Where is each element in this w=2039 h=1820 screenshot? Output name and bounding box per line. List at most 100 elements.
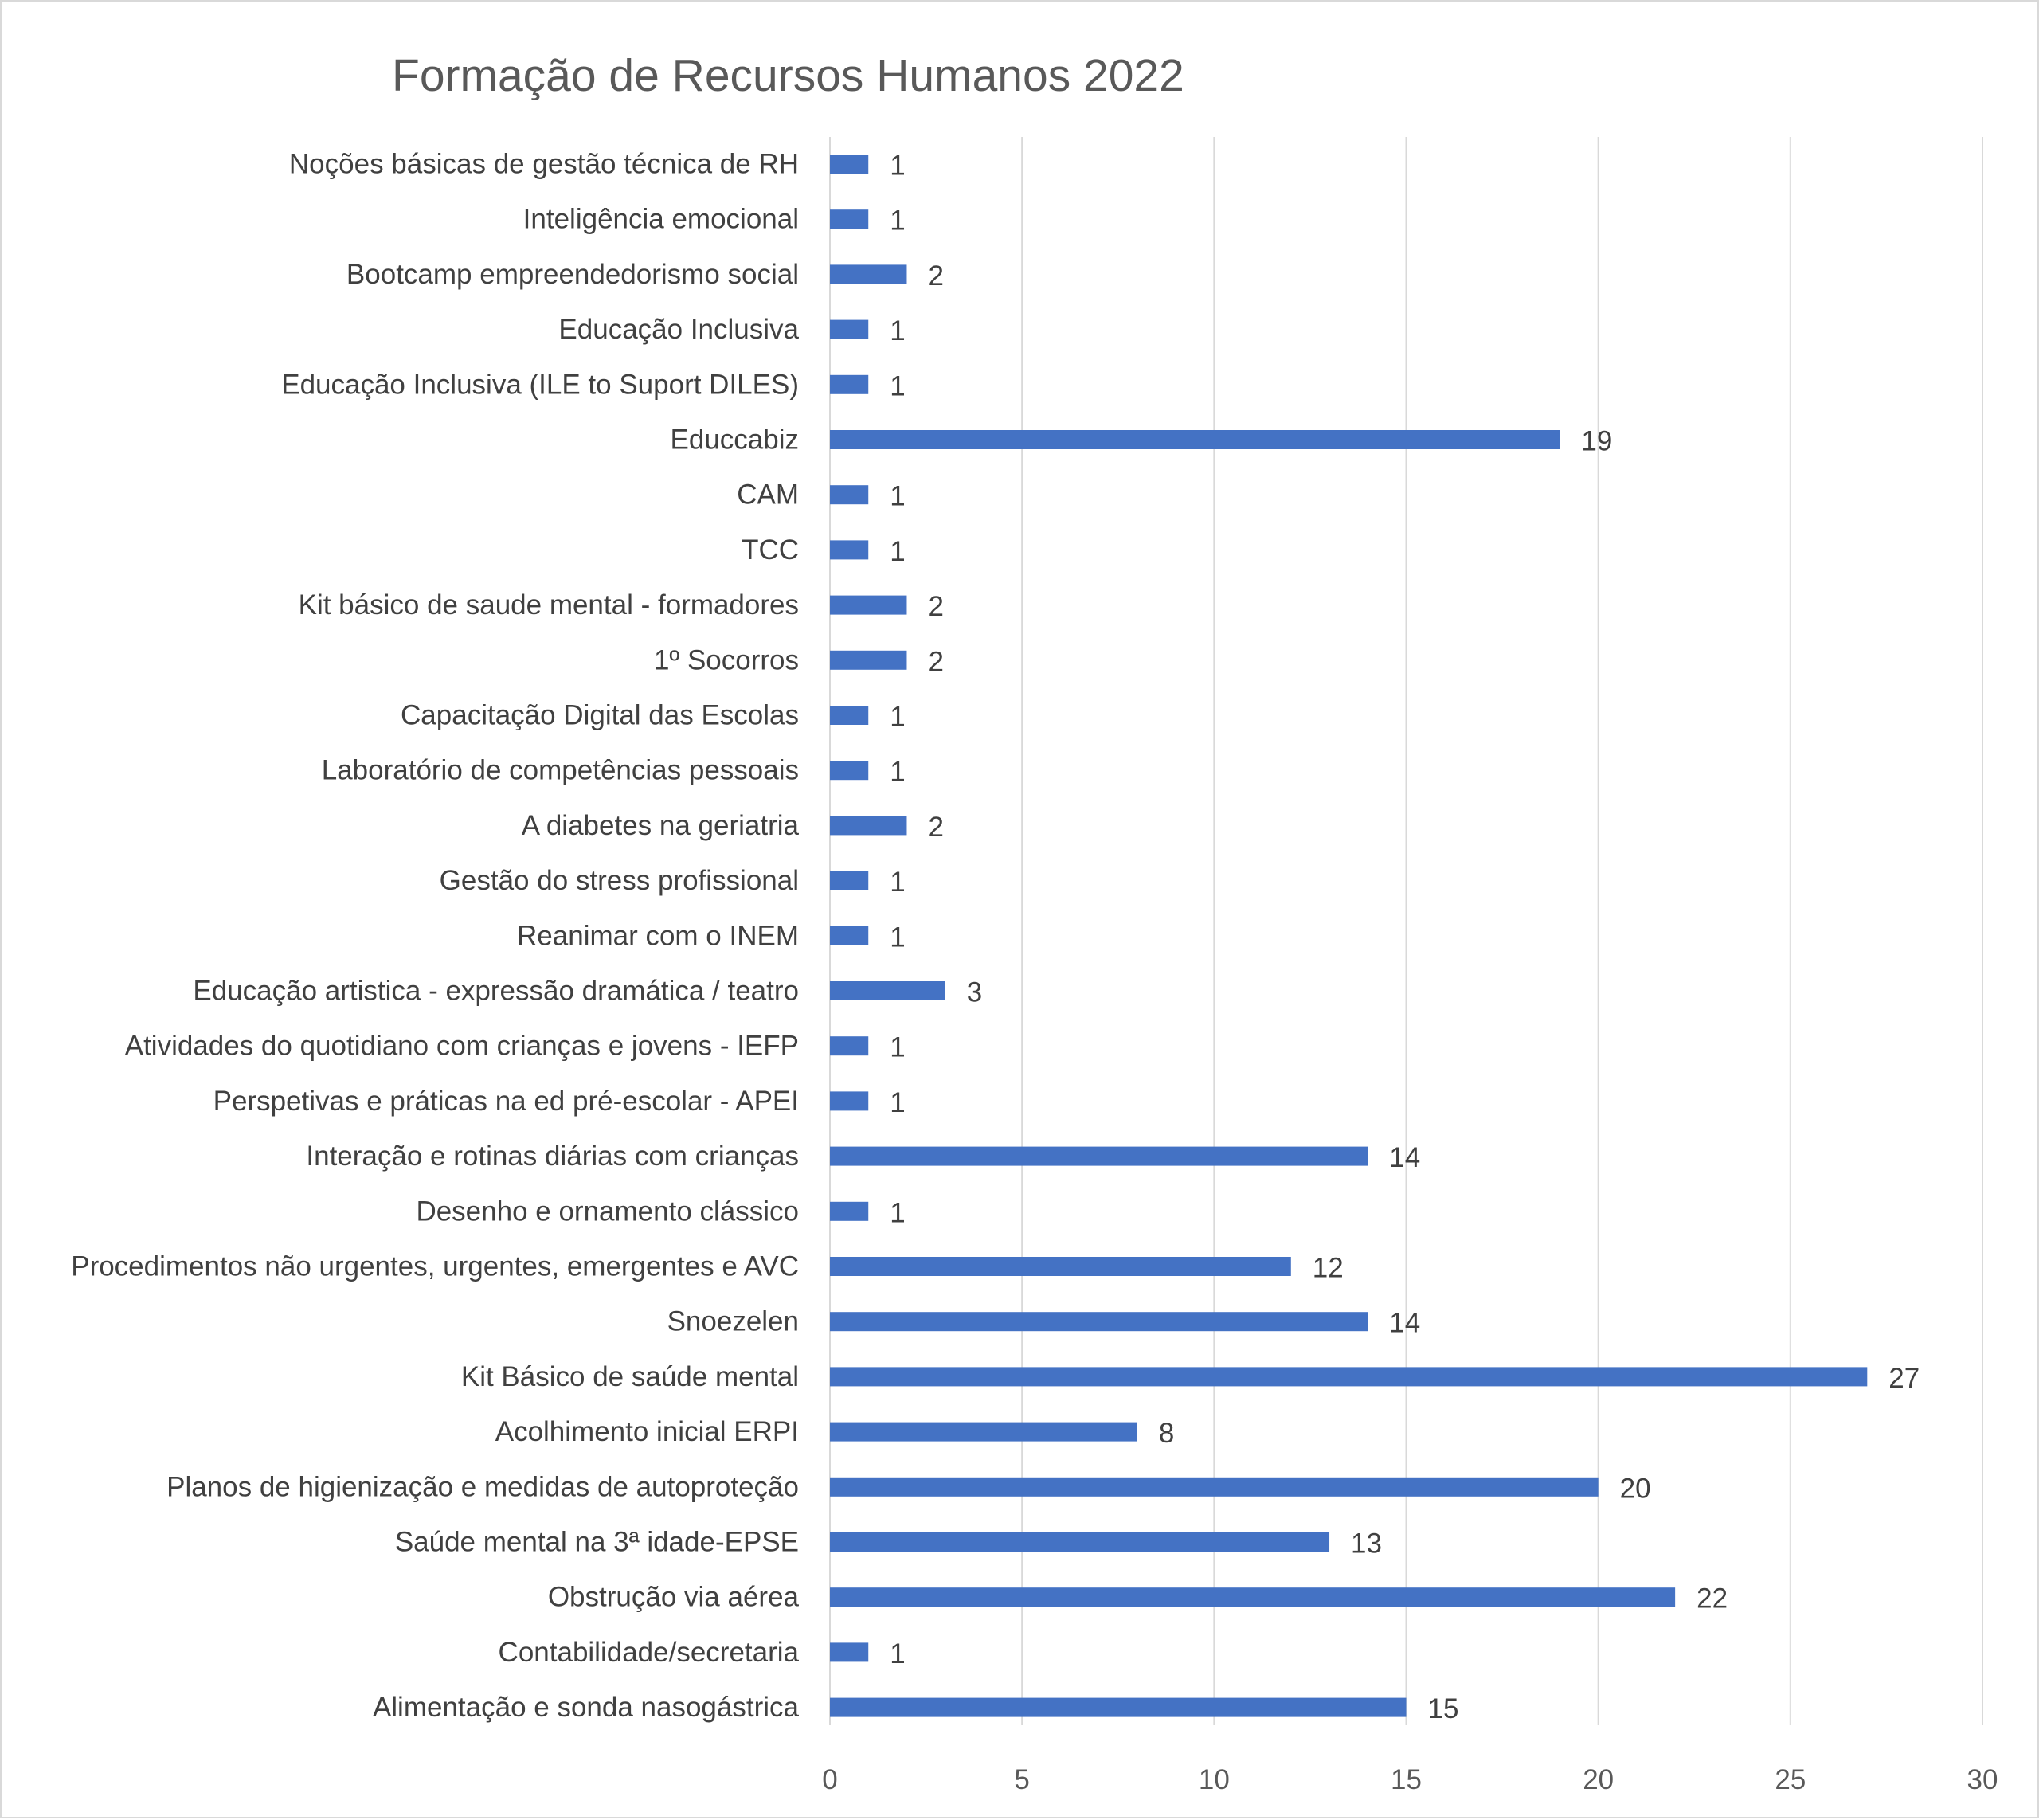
x-tick-label: 5 (1014, 1764, 1029, 1795)
data-label: 1 (890, 1197, 905, 1228)
category-label: A diabetes na geriatria (522, 810, 800, 841)
data-label: 15 (1428, 1693, 1459, 1724)
category-labels: Noções básicas de gestão técnica de RH In… (71, 149, 799, 1724)
data-label: 2 (928, 591, 943, 622)
bar (830, 1422, 1137, 1442)
bar (830, 761, 869, 781)
category-label: Noções básicas de gestão técnica de RH (289, 149, 799, 180)
data-label: 1 (890, 757, 905, 788)
gridlines (829, 137, 1983, 1725)
category-label: Educação artistica - expressão dramática… (193, 976, 799, 1007)
data-label: 1 (890, 1638, 905, 1669)
data-label: 1 (890, 1087, 905, 1118)
category-label: Reanimar com o INEM (517, 920, 799, 951)
category-label: Perspetivas e práticas na ed pré-escolar… (213, 1086, 799, 1117)
category-label: Procedimentos não urgentes, urgentes, em… (71, 1251, 799, 1282)
bar (830, 430, 1560, 449)
bar (830, 981, 945, 1000)
category-label: Alimentação e sonda nasogástrica (373, 1692, 800, 1723)
data-label: 1 (890, 1032, 905, 1063)
category-label: CAM (737, 479, 799, 511)
bar (830, 706, 869, 725)
bar (830, 1477, 1599, 1497)
x-tick-label: 20 (1583, 1764, 1614, 1795)
category-label: Gestão do stress profissional (440, 865, 799, 896)
category-label: TCC (742, 534, 799, 566)
category-label: Planos de higienização e medidas de auto… (166, 1471, 799, 1502)
bar (830, 1091, 869, 1111)
bar (830, 374, 869, 394)
bar (830, 1312, 1368, 1332)
category-label: Capacitação Digital das Escolas (401, 700, 799, 731)
bar (830, 1367, 1868, 1387)
bar (830, 264, 907, 284)
category-label: Snoezelen (667, 1306, 799, 1337)
category-label: Educação Inclusiva (558, 314, 799, 345)
data-label: 12 (1313, 1253, 1344, 1284)
bars (830, 155, 1868, 1717)
x-tick-label: 0 (822, 1764, 837, 1795)
bar (830, 540, 869, 560)
chart-title: Formação de Recursos Humanos 2022 (392, 50, 1184, 101)
x-tick-label: 25 (1775, 1764, 1806, 1795)
category-label: Saúde mental na 3ª idade-EPSE (395, 1527, 799, 1558)
category-label: 1º Socorros (654, 644, 799, 675)
data-label: 14 (1389, 1142, 1420, 1173)
category-label: Laboratório de competências pessoais (322, 755, 799, 786)
data-label: 22 (1697, 1583, 1728, 1615)
category-label: Kit básico de saude mental - formadores (299, 589, 799, 620)
x-tick-label: 10 (1199, 1764, 1230, 1795)
bar (830, 485, 869, 505)
data-label: 14 (1389, 1308, 1420, 1339)
bar (830, 209, 869, 229)
bar (830, 1697, 1407, 1717)
bar (830, 1642, 869, 1662)
category-label: Interação e rotinas diárias com crianças (306, 1141, 799, 1172)
category-label: Acolhimento inicial ERPI (495, 1416, 799, 1447)
x-axis-tick-labels: 0 5 10 15 20 25 30 (822, 1764, 1998, 1795)
data-label: 1 (890, 151, 905, 182)
data-label: 1 (890, 867, 905, 898)
category-label: Contabilidade/secretaria (499, 1637, 800, 1668)
data-label: 20 (1620, 1473, 1651, 1504)
bar (830, 926, 869, 945)
bar (830, 816, 907, 836)
bar (830, 1146, 1368, 1166)
category-label: Obstrução via aérea (548, 1582, 800, 1613)
bar (830, 871, 869, 890)
data-label: 3 (967, 977, 982, 1008)
x-tick-label: 30 (1967, 1764, 1998, 1795)
data-label: 1 (890, 922, 905, 953)
bar (830, 1532, 1330, 1552)
bar (830, 1201, 869, 1221)
data-label: 1 (890, 536, 905, 567)
data-label: 13 (1351, 1528, 1382, 1560)
data-label: 2 (928, 812, 943, 843)
category-label: Educcabiz (671, 425, 799, 456)
bar (830, 319, 869, 339)
category-label: Educação Inclusiva (ILE to Suport DILES) (281, 369, 799, 400)
data-label: 8 (1159, 1418, 1174, 1449)
bar (830, 650, 907, 670)
data-label: 2 (928, 260, 943, 292)
bar (830, 595, 907, 615)
data-label: 2 (928, 646, 943, 677)
data-label: 1 (890, 702, 905, 733)
category-label: Atividades do quotidiano com crianças e … (125, 1031, 799, 1062)
x-tick-label: 15 (1391, 1764, 1422, 1795)
category-label: Kit Básico de saúde mental (461, 1361, 799, 1392)
data-label: 1 (890, 481, 905, 512)
data-label: 19 (1581, 426, 1612, 457)
bar (830, 1036, 869, 1056)
data-label: 27 (1888, 1363, 1920, 1394)
category-label: Desenho e ornamento clássico (416, 1196, 799, 1227)
bar (830, 1257, 1291, 1276)
bar (830, 1587, 1676, 1607)
category-label: Inteligência emocional (523, 204, 799, 235)
bar (830, 155, 869, 174)
data-label: 1 (890, 370, 905, 401)
data-label: 1 (890, 205, 905, 237)
